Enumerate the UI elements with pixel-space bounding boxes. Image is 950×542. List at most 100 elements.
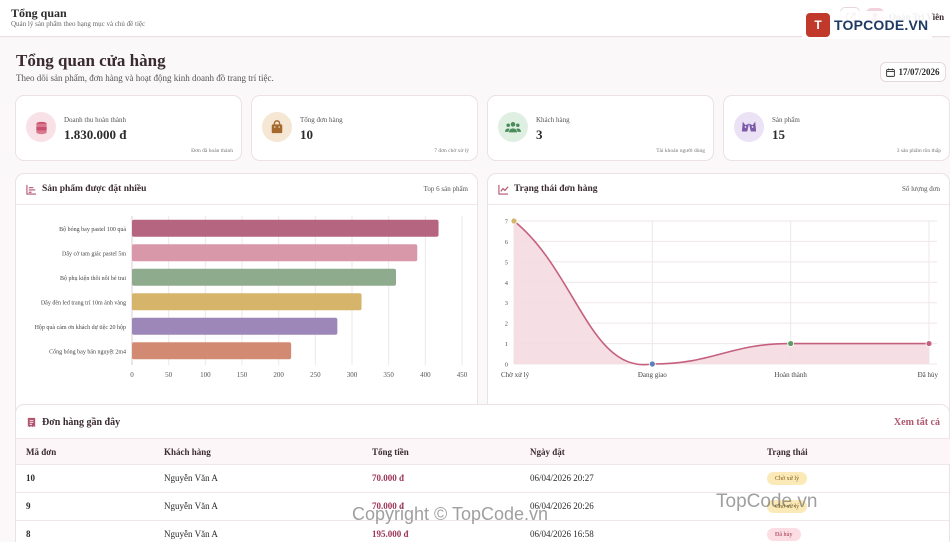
order-id: 9 [26, 501, 31, 511]
bar [132, 219, 439, 237]
y-tick-label: 6 [505, 239, 509, 246]
y-tick-label: Hộp quà cảm ơn khách dự tiệc 20 hộp [35, 325, 126, 331]
y-tick-label: 3 [505, 300, 508, 307]
x-tick-label: Đã hủy [918, 371, 939, 379]
y-tick-label: Cổng bóng bay bán nguyệt 2m4 [49, 348, 126, 355]
y-tick-label: 5 [505, 259, 508, 266]
stat-label: Tổng đơn hàng [300, 116, 343, 124]
line-chart: 0 1 2 3 4 5 6 7 Chờ xử lý Đang giao Hoàn thành Đã h… [501, 217, 939, 379]
stat-icon-wrap [26, 112, 56, 142]
order-customer: Nguyễn Văn A [164, 473, 218, 483]
receipt-icon [27, 417, 36, 428]
column-header: Khách hàng [164, 447, 211, 457]
stat-label: Khách hàng [536, 116, 570, 124]
page-title: Tổng quan cửa hàng [16, 51, 166, 70]
y-tick-label: Bộ phụ kiện thôi nôi bé trai [60, 276, 126, 282]
order-customer: Nguyễn Văn A [164, 501, 218, 511]
y-tick-label: 2 [505, 321, 508, 328]
table-row[interactable]: 9 Nguyễn Văn A 70.000 đ 06/04/2026 20:26… [16, 493, 950, 521]
stat-note: Đơn đã hoàn thành [191, 148, 233, 154]
data-point [787, 340, 795, 347]
line-chart-icon [498, 184, 509, 195]
stat-card-customers: Khách hàng 3 Tài khoản người dùng [487, 95, 714, 161]
bar [132, 293, 362, 311]
gift-icon [741, 121, 757, 132]
status-badge: Đã hủy [767, 528, 801, 541]
stat-icon-wrap [498, 112, 528, 142]
x-tick-label: 150 [237, 371, 248, 379]
x-tick-label: 250 [310, 371, 321, 379]
x-tick-label: 50 [165, 371, 173, 379]
date-label: 17/07/2026 [898, 67, 940, 77]
users-icon [505, 122, 521, 133]
panel-header: Sản phẩm được đặt nhiều Top 6 sản phẩm [16, 174, 477, 205]
column-header: Trạng thái [767, 447, 808, 457]
date-chip[interactable]: 17/07/2026 [880, 62, 946, 82]
stat-label: Doanh thu hoàn thành [64, 116, 127, 124]
coins-icon [35, 121, 47, 134]
stat-note: 3 sản phẩm tồn thấp [896, 148, 941, 154]
x-tick-label: 200 [273, 371, 284, 379]
stat-note: Tài khoản người dùng [656, 148, 705, 154]
panel-title: Trạng thái đơn hàng [514, 184, 598, 194]
area-fill [514, 221, 929, 365]
order-customer: Nguyễn Văn A [164, 529, 218, 539]
recent-orders-title: Đơn hàng gần đây [42, 417, 121, 428]
calendar-icon [886, 67, 896, 77]
stat-value: 3 [536, 127, 543, 142]
y-tick-label: Bộ bóng bay pastel 100 quả [59, 227, 126, 233]
stat-note: 7 đơn chờ xử lý [434, 148, 469, 154]
stat-card-orders: Tổng đơn hàng 10 7 đơn chờ xử lý [251, 95, 478, 161]
stat-label: Sản phẩm [772, 116, 800, 124]
x-tick-label: Hoàn thành [774, 371, 807, 379]
stat-value: 10 [300, 127, 313, 142]
topbar-title: Tổng quan [11, 6, 67, 20]
y-tick-label: Dây cờ tam giác pastel 5m [62, 251, 126, 257]
panel-caption: Top 6 sản phẩm [423, 185, 468, 193]
top-products-panel: Sản phẩm được đặt nhiều Top 6 sản phẩm 0… [15, 173, 478, 429]
y-tick-label: 7 [505, 219, 509, 226]
status-badge: Chờ xử lý [767, 500, 808, 513]
stat-value: 1.830.000 đ [64, 127, 127, 142]
y-tick-label: Dây đèn led trang trí 10m ánh vàng [41, 300, 126, 306]
order-date: 06/04/2026 20:26 [530, 501, 594, 511]
column-header: Mã đơn [26, 447, 57, 457]
table-header: Mã đơn Khách hàng Tổng tiền Ngày đặt Trạ… [16, 438, 950, 465]
order-total: 195.000 đ [372, 529, 409, 539]
panel-header: Trạng thái đơn hàng Số lượng đơn [488, 174, 949, 205]
bar-chart: 0 50 100 150 200 250 300 350 400 450 Bộ bóng bay p… [35, 216, 468, 379]
table-row[interactable]: 10 Nguyễn Văn A 70.000 đ 06/04/2026 20:2… [16, 465, 950, 493]
x-tick-label: Đang giao [638, 371, 667, 379]
logo-text: TOPCODE.VN [834, 17, 929, 33]
order-date: 06/04/2026 20:27 [530, 473, 594, 483]
column-header: Ngày đặt [530, 447, 565, 457]
bar-chart-icon [26, 184, 37, 195]
topbar-subtitle: Quản lý sản phẩm theo hạng mục và chủ đề… [11, 20, 146, 28]
stat-card-revenue: Doanh thu hoàn thành 1.830.000 đ Đơn đã … [15, 95, 242, 161]
bar [132, 317, 338, 335]
y-tick-label: 0 [505, 362, 508, 369]
x-tick-label: 350 [383, 371, 394, 379]
data-point [648, 360, 656, 368]
table-row[interactable]: 8 Nguyễn Văn A 195.000 đ 06/04/2026 16:5… [16, 521, 950, 542]
y-tick-label: 1 [505, 341, 508, 348]
shopping-bag-icon [271, 120, 283, 134]
order-id: 10 [26, 473, 35, 483]
panel-title: Sản phẩm được đặt nhiều [42, 184, 147, 194]
main-content: Tổng quan cửa hàng Theo dõi sản phẩm, đơ… [0, 38, 950, 542]
x-tick-label: 400 [420, 371, 431, 379]
x-tick-label: Chờ xử lý [501, 371, 530, 379]
order-id: 8 [26, 529, 31, 539]
order-total: 70.000 đ [372, 501, 405, 511]
recent-orders-panel: Đơn hàng gần đây Xem tất cả Mã đơn Khách… [15, 404, 950, 542]
series-line [513, 220, 929, 366]
bar [132, 268, 396, 286]
see-all-link[interactable]: Xem tất cả [893, 417, 940, 428]
column-header: Tổng tiền [372, 447, 409, 457]
stat-value: 15 [772, 127, 785, 142]
bar [132, 244, 418, 262]
status-badge: Chờ xử lý [767, 472, 808, 485]
x-tick-label: 300 [347, 371, 358, 379]
panel-caption: Số lượng đơn [901, 185, 940, 193]
bar [132, 342, 292, 360]
